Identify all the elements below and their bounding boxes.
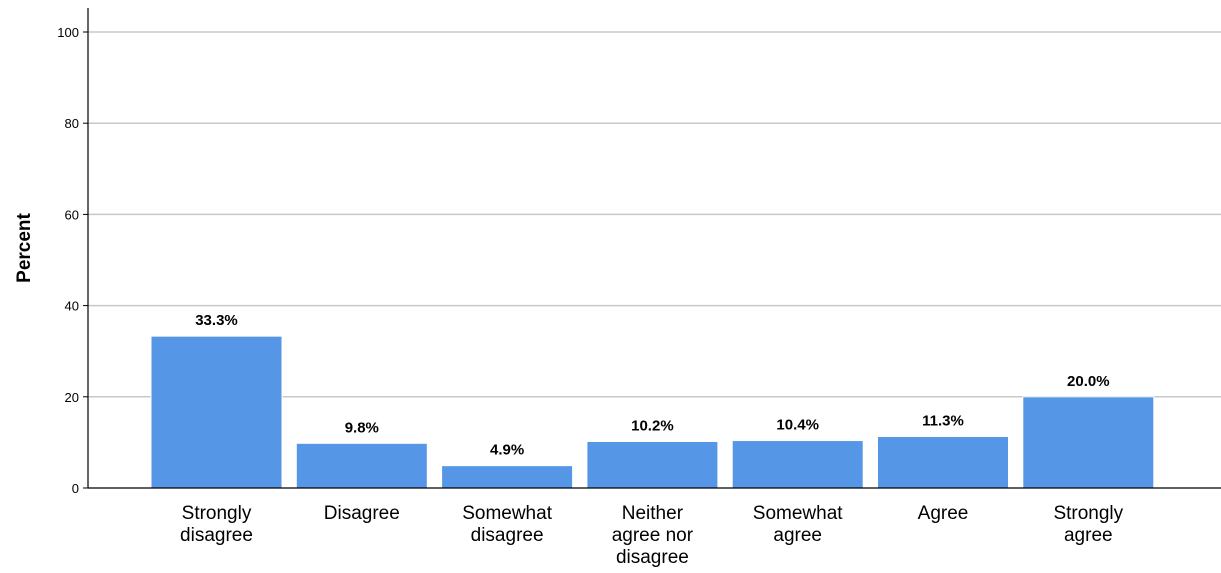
x-category-label-line: agree nor	[612, 525, 694, 546]
x-category-label-line: Strongly	[1053, 503, 1123, 524]
bar	[441, 465, 574, 489]
x-category-label-line: agree	[1064, 525, 1113, 546]
x-category-label: Strongly disagree	[180, 503, 253, 546]
y-axis-ticks: 0 20 40 60 80 100	[57, 25, 88, 496]
data-label-background	[767, 413, 828, 436]
data-label: 20.0%	[1067, 373, 1110, 390]
bar	[731, 440, 864, 489]
x-category-label-line: Strongly	[182, 503, 252, 524]
x-category-label: Strongly agree	[1053, 503, 1123, 546]
x-category-label-line: Disagree	[324, 503, 400, 524]
x-category-label-line: Somewhat	[462, 503, 552, 524]
x-category-label-line: Somewhat	[753, 503, 843, 524]
data-label-background	[477, 438, 538, 461]
data-label: 11.3%	[922, 412, 964, 429]
bars: 33.3% 9.8% 4.9% 10.2% 10.4% 11.3% 20.0%	[150, 309, 1155, 489]
data-label-background	[1058, 369, 1119, 392]
x-category-label-line: disagree	[616, 547, 689, 568]
bar	[877, 435, 1009, 489]
y-axis-title: Percent	[14, 212, 35, 282]
data-label: 9.8%	[345, 419, 379, 436]
x-category-label: Somewhat agree	[753, 503, 843, 546]
data-label-background	[622, 414, 683, 437]
y-tick-label: 20	[65, 390, 79, 405]
y-tick-label: 60	[65, 207, 79, 222]
bar	[586, 440, 719, 489]
data-label: 10.4%	[776, 417, 819, 434]
y-tick-label: 40	[65, 299, 79, 314]
data-label-background	[331, 416, 392, 439]
axes	[87, 8, 1221, 489]
x-category-label-line: Neither	[622, 503, 684, 524]
y-tick-label: 0	[72, 481, 79, 496]
x-category-label-line: Agree	[918, 503, 969, 524]
data-label: 10.2%	[631, 417, 674, 434]
bar	[150, 335, 283, 489]
x-category-label-line: disagree	[180, 525, 253, 546]
bar	[1022, 396, 1155, 489]
x-category-label: Neither agree nor disagree	[612, 503, 694, 568]
data-label: 33.3%	[195, 312, 238, 329]
x-category-label: Agree	[918, 503, 969, 524]
bar	[295, 442, 428, 489]
x-category-label: Disagree	[324, 503, 400, 524]
data-label-background	[186, 309, 247, 332]
data-label: 4.9%	[490, 442, 524, 459]
x-category-label-line: disagree	[471, 525, 544, 546]
y-tick-label: 80	[65, 116, 79, 131]
y-tick-label: 100	[57, 25, 79, 40]
x-category-label-line: agree	[773, 525, 822, 546]
data-label-background	[913, 409, 973, 432]
x-category-label: Somewhat disagree	[462, 503, 552, 546]
